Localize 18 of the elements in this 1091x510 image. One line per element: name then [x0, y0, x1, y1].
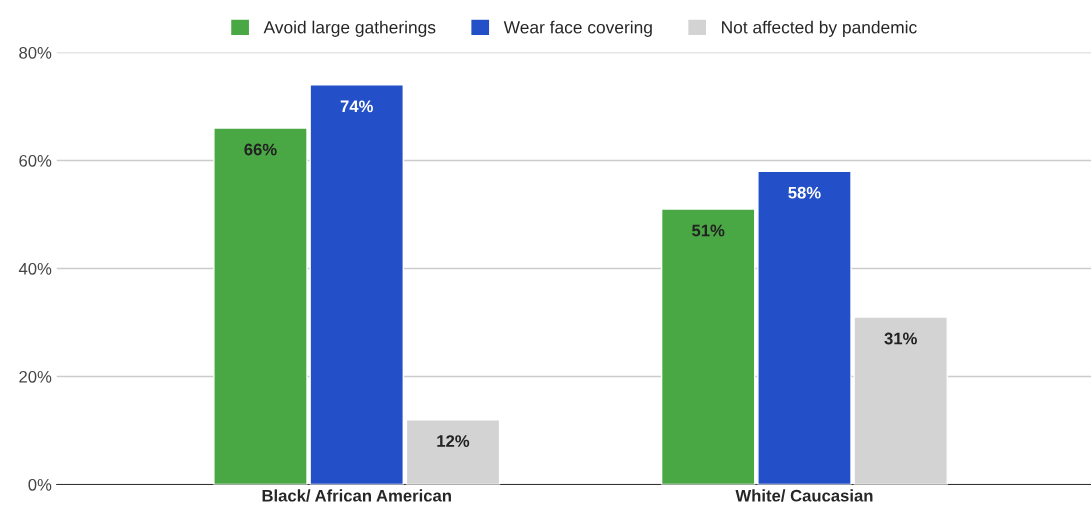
- data-label: 31%: [884, 332, 917, 345]
- y-tick-label: 20%: [19, 370, 52, 383]
- data-label: 58%: [788, 186, 821, 199]
- x-tick-label: Black/ African American: [262, 489, 451, 502]
- bar: [660, 208, 756, 485]
- legend-label: Not affected by pandemic: [722, 20, 917, 37]
- y-tick-label: 60%: [19, 154, 52, 167]
- x-tick-label: White/ Caucasian: [735, 489, 873, 502]
- data-label: 66%: [244, 143, 277, 156]
- y-tick-label: 0%: [28, 478, 52, 491]
- legend-label: Avoid large gatherings: [263, 20, 436, 37]
- data-label: 74%: [340, 100, 373, 113]
- y-tick-label: 80%: [19, 46, 52, 59]
- y-tick-label: 40%: [18, 262, 52, 275]
- data-label: 51%: [692, 224, 725, 237]
- bar: [405, 419, 501, 485]
- legend-label: Wear face covering: [503, 20, 652, 37]
- data-label: 12%: [437, 435, 470, 447]
